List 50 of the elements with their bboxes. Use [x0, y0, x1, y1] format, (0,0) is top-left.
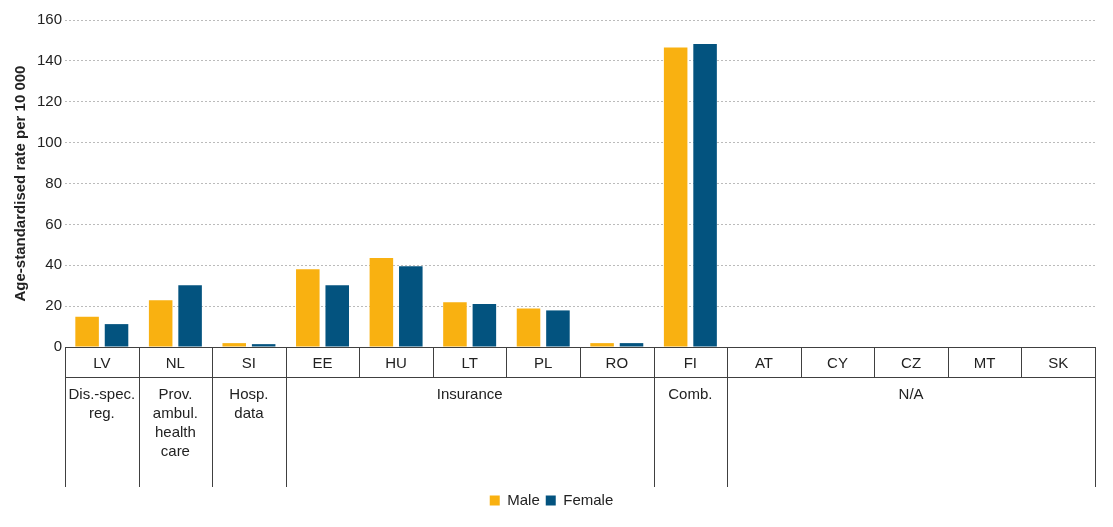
bar	[663, 47, 688, 347]
x-tick-label: EE	[312, 354, 333, 372]
x-tick-label: SK	[1048, 354, 1069, 372]
x-tick-label: NL	[165, 354, 185, 372]
y-tick-label: 100	[37, 132, 63, 150]
text: Hosp. data	[229, 384, 269, 421]
bar	[325, 285, 350, 347]
bar	[443, 302, 467, 347]
x-tick-label: CZ	[901, 354, 922, 372]
bar	[399, 266, 423, 347]
text: N/A	[898, 384, 924, 402]
x-tick-label: SI	[241, 354, 257, 372]
bar	[222, 343, 247, 347]
y-tick-label: 0	[53, 337, 63, 355]
bar	[178, 285, 202, 347]
bar	[104, 324, 129, 347]
bar	[516, 308, 541, 347]
bar	[369, 258, 394, 347]
bar	[693, 43, 717, 347]
text: Comb.	[668, 384, 713, 402]
x-tick-label: FI	[683, 354, 698, 372]
x-tick-label: PL	[534, 354, 553, 372]
bar	[546, 310, 570, 347]
x-tick-label: LV	[93, 354, 111, 372]
legend-label: Male	[507, 490, 540, 508]
text: Insurance	[436, 384, 503, 402]
x-tick-label: AT	[754, 354, 773, 372]
legend-label: Female	[563, 490, 614, 508]
x-tick-label: HU	[385, 354, 407, 372]
y-axis-title: Age-standardised rate per 10 000	[11, 65, 29, 302]
y-tick-label: 120	[37, 91, 63, 109]
text: Dis.-spec. reg.	[68, 384, 136, 421]
x-tick-label: LT	[461, 354, 478, 372]
bar	[148, 300, 173, 347]
bar	[296, 269, 320, 347]
text: Prov. ambul. health care	[152, 384, 198, 459]
y-tick-label: 80	[45, 173, 63, 191]
bar	[590, 343, 614, 347]
y-tick-label: 140	[37, 51, 63, 69]
bar	[75, 316, 99, 347]
y-tick-label: 20	[45, 296, 63, 314]
bar	[472, 304, 497, 347]
x-tick-label: MT	[973, 354, 996, 372]
x-tick-label: CY	[827, 354, 848, 372]
y-tick-label: 40	[45, 255, 63, 273]
bar	[619, 343, 644, 347]
bar	[251, 344, 276, 347]
y-tick-label: 60	[45, 214, 63, 232]
x-tick-label: RO	[605, 354, 629, 372]
y-tick-label: 160	[37, 10, 63, 28]
